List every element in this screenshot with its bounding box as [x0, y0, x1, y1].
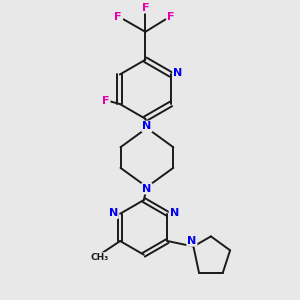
- Text: F: F: [167, 12, 175, 22]
- Text: CH₃: CH₃: [91, 253, 109, 262]
- Text: N: N: [170, 208, 179, 218]
- Text: N: N: [142, 184, 152, 194]
- Text: F: F: [114, 12, 122, 22]
- Text: N: N: [142, 122, 152, 131]
- Text: F: F: [142, 3, 149, 13]
- Text: N: N: [109, 208, 118, 218]
- Text: F: F: [102, 97, 110, 106]
- Text: N: N: [187, 236, 196, 246]
- Text: N: N: [173, 68, 182, 78]
